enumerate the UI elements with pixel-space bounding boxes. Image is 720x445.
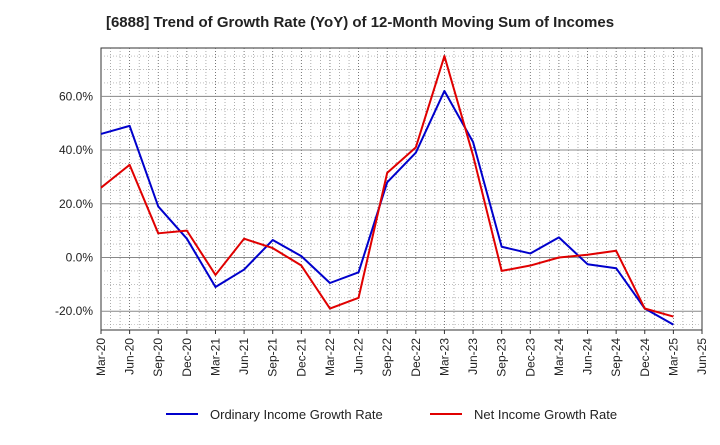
x-tick-label: Jun-20 — [123, 338, 137, 375]
plot-frame — [100, 47, 703, 331]
x-tick-label: Jun-25 — [695, 338, 709, 375]
x-tick-label: Mar-20 — [94, 338, 108, 376]
y-tick-label: 0.0% — [66, 250, 94, 264]
chart-title: [6888] Trend of Growth Rate (YoY) of 12-… — [105, 14, 615, 31]
y-tick-label: 20.0% — [59, 197, 93, 211]
x-tick-label: Sep-20 — [151, 338, 165, 377]
y-tick-label: -20.0% — [55, 304, 93, 318]
x-tick-label: Jun-21 — [237, 338, 251, 375]
x-tick-label: Mar-23 — [437, 338, 451, 376]
x-tick-label: Jun-22 — [352, 338, 366, 375]
x-tick-label: Mar-24 — [552, 338, 566, 376]
axis-layer: -20.0% 0.0% 20.0% 40.0% 60.0% Mar-20 Jun-20 Sep… — [55, 89, 709, 376]
x-tick-label: Dec-21 — [294, 338, 308, 377]
x-tick-label: Dec-20 — [180, 338, 194, 377]
y-tick-label: 60.0% — [59, 89, 93, 103]
x-tick-label: Mar-21 — [208, 338, 222, 376]
x-tick-label: Sep-21 — [266, 338, 280, 377]
x-tick-label: Mar-25 — [666, 338, 680, 376]
x-tick-label: Sep-22 — [380, 338, 394, 377]
x-tick-label: Dec-23 — [523, 338, 537, 377]
x-tick-label: Dec-24 — [638, 338, 652, 377]
y-tick-label: 40.0% — [59, 143, 93, 157]
x-tick-label: Dec-22 — [409, 338, 423, 377]
x-tick-label: Jun-24 — [581, 338, 595, 375]
series-layer — [100, 55, 674, 326]
x-tick-label: Jun-23 — [466, 338, 480, 375]
x-tick-label: Sep-23 — [495, 338, 509, 377]
legend-label-1: Ordinary Income Growth Rate — [210, 407, 383, 422]
x-tick-label: Sep-24 — [609, 338, 623, 377]
series-line-2 — [100, 55, 674, 318]
legend-label-2: Net Income Growth Rate — [474, 407, 617, 422]
grid-layer — [100, 47, 703, 331]
x-tick-label: Mar-22 — [323, 338, 337, 376]
legend: Ordinary Income Growth Rate Net Income Gr… — [166, 407, 617, 422]
